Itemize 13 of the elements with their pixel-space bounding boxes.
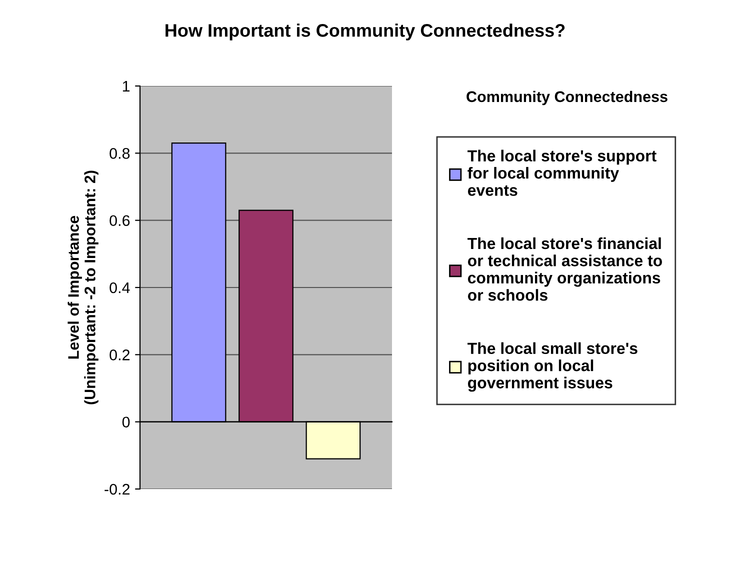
y-tick-label: 0.2 xyxy=(110,350,130,360)
y-axis-title: Level of Importance (Unimportant: -2 to Important: 2) xyxy=(68,170,98,404)
legend-title: Community Connectedness xyxy=(466,90,668,106)
y-tick-label: 0.8 xyxy=(110,148,130,159)
y-tick-label: -0.2 xyxy=(104,484,130,495)
legend-label: The local store's financial or technical assistance to community organizations or schools xyxy=(468,237,662,301)
y-tick-label: 1 xyxy=(122,81,130,92)
chart-title: How Important is Community Connectedness? xyxy=(166,24,565,40)
y-tick-label: 0 xyxy=(122,416,130,428)
y-tick-label: 0.4 xyxy=(110,282,130,294)
y-tick-label: 0.6 xyxy=(110,215,130,226)
legend-label: The local store's support for local community events xyxy=(468,150,656,196)
legend-label: The local small store's position on local government issues xyxy=(468,342,638,392)
